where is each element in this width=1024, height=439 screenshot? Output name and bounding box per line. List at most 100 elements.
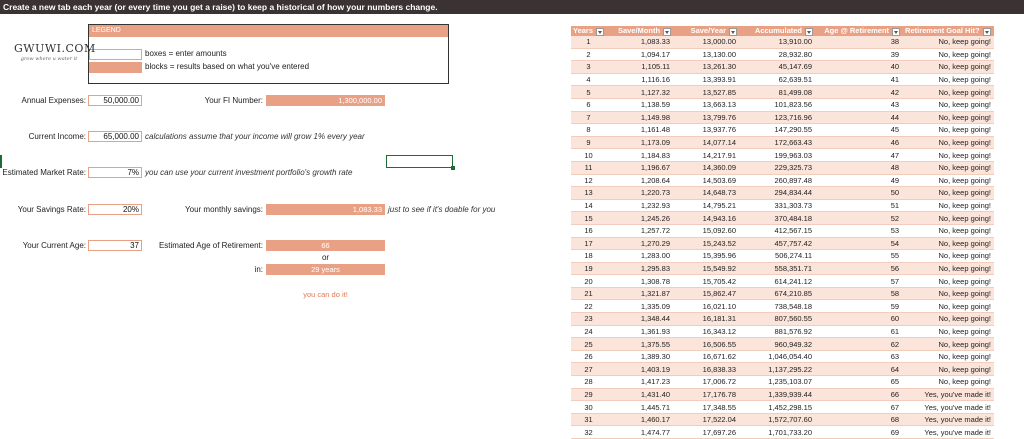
cell-year[interactable]: 13	[571, 186, 607, 200]
cell-save-year[interactable]: 16,021.10	[673, 299, 740, 314]
cell-save-year[interactable]: 14,077.14	[673, 136, 740, 150]
cell-save-year[interactable]: 13,261.30	[673, 60, 740, 74]
cell-accumulated[interactable]: 147,290.55	[739, 123, 816, 137]
cell-accumulated[interactable]: 199,963.03	[739, 148, 816, 162]
cell-goal-hit[interactable]: No, keep going!	[902, 299, 995, 314]
cell-age[interactable]: 54	[815, 237, 903, 251]
cell-save-year[interactable]: 14,648.73	[673, 186, 740, 200]
cell-accumulated[interactable]: 172,663.43	[739, 136, 816, 150]
cell-age[interactable]: 68	[815, 413, 903, 427]
cell-age[interactable]: 45	[815, 123, 903, 137]
cell-year[interactable]: 1	[571, 36, 607, 49]
cell-goal-hit[interactable]: No, keep going!	[902, 36, 995, 49]
cell-save-year[interactable]: 13,000.00	[673, 36, 740, 49]
cell-save-month[interactable]: 1,127.32	[606, 85, 674, 99]
cell-goal-hit[interactable]: No, keep going!	[902, 262, 995, 276]
cell-goal-hit[interactable]: No, keep going!	[902, 274, 995, 288]
cell-save-year[interactable]: 13,663.13	[673, 98, 740, 112]
cell-year[interactable]: 15	[571, 211, 607, 225]
cell-year[interactable]: 21	[571, 287, 607, 301]
cell-age[interactable]: 40	[815, 60, 903, 74]
cell-year[interactable]: 19	[571, 262, 607, 276]
cell-year[interactable]: 18	[571, 249, 607, 263]
cell-year[interactable]: 2	[571, 48, 607, 62]
cell-save-year[interactable]: 13,527.85	[673, 85, 740, 99]
cell-save-month[interactable]: 1,308.78	[606, 274, 674, 288]
cell-year[interactable]: 4	[571, 73, 607, 87]
cell-save-year[interactable]: 15,395.96	[673, 249, 740, 263]
savings-rate-input[interactable]: 20%	[88, 204, 142, 215]
cell-accumulated[interactable]: 960,949.32	[739, 337, 816, 351]
cell-save-year[interactable]: 15,549.92	[673, 262, 740, 276]
cell-age[interactable]: 44	[815, 111, 903, 125]
cell-year[interactable]: 27	[571, 362, 607, 377]
cell-age[interactable]: 56	[815, 262, 903, 276]
cell-goal-hit[interactable]: No, keep going!	[902, 85, 995, 99]
cell-goal-hit[interactable]: No, keep going!	[902, 199, 995, 213]
cell-year[interactable]: 24	[571, 325, 607, 339]
cell-save-year[interactable]: 15,705.42	[673, 274, 740, 288]
cell-goal-hit[interactable]: No, keep going!	[902, 337, 995, 351]
cell-year[interactable]: 25	[571, 337, 607, 351]
col-header-goal-hit[interactable]: Retirement Goal Hit?	[902, 26, 995, 36]
cell-goal-hit[interactable]: No, keep going!	[902, 111, 995, 125]
fill-handle[interactable]	[451, 166, 455, 170]
cell-accumulated[interactable]: 412,567.15	[739, 224, 816, 238]
cell-save-year[interactable]: 13,393.91	[673, 73, 740, 87]
cell-accumulated[interactable]: 558,351.71	[739, 262, 816, 276]
cell-save-month[interactable]: 1,270.29	[606, 237, 674, 251]
cell-year[interactable]: 5	[571, 85, 607, 99]
cell-save-month[interactable]: 1,375.55	[606, 337, 674, 351]
cell-goal-hit[interactable]: No, keep going!	[902, 237, 995, 251]
cell-accumulated[interactable]: 457,757.42	[739, 237, 816, 251]
cell-goal-hit[interactable]: No, keep going!	[902, 48, 995, 62]
cell-accumulated[interactable]: 229,325.73	[739, 161, 816, 175]
cell-year[interactable]: 12	[571, 174, 607, 188]
cell-accumulated[interactable]: 614,241.12	[739, 274, 816, 288]
cell-age[interactable]: 47	[815, 148, 903, 162]
cell-accumulated[interactable]: 1,452,298.15	[739, 400, 816, 414]
cell-goal-hit[interactable]: No, keep going!	[902, 211, 995, 225]
cell-save-year[interactable]: 16,838.33	[673, 362, 740, 377]
cell-goal-hit[interactable]: No, keep going!	[902, 136, 995, 150]
cell-goal-hit[interactable]: No, keep going!	[902, 174, 995, 188]
cell-accumulated[interactable]: 1,235,103.07	[739, 375, 816, 389]
filter-dropdown-icon[interactable]	[729, 27, 738, 36]
cell-age[interactable]: 65	[815, 375, 903, 389]
cell-year[interactable]: 11	[571, 161, 607, 175]
cell-age[interactable]: 60	[815, 312, 903, 326]
cell-age[interactable]: 53	[815, 224, 903, 238]
cell-save-month[interactable]: 1,116.16	[606, 73, 674, 87]
cell-save-month[interactable]: 1,173.09	[606, 136, 674, 150]
cell-year[interactable]: 29	[571, 388, 607, 402]
cell-goal-hit[interactable]: No, keep going!	[902, 312, 995, 326]
filter-dropdown-icon[interactable]	[663, 27, 672, 36]
cell-age[interactable]: 67	[815, 400, 903, 414]
cell-save-month[interactable]: 1,138.59	[606, 98, 674, 112]
cell-save-month[interactable]: 1,403.19	[606, 362, 674, 377]
cell-age[interactable]: 66	[815, 388, 903, 402]
cell-age[interactable]: 58	[815, 287, 903, 301]
cell-year[interactable]: 26	[571, 350, 607, 364]
cell-goal-hit[interactable]: No, keep going!	[902, 249, 995, 263]
cell-save-year[interactable]: 16,506.55	[673, 337, 740, 351]
cell-year[interactable]: 17	[571, 237, 607, 251]
filter-dropdown-icon[interactable]	[892, 27, 901, 36]
market-rate-input[interactable]: 7%	[88, 167, 142, 178]
cell-goal-hit[interactable]: Yes, you've made it!	[902, 388, 995, 402]
cell-accumulated[interactable]: 738,548.18	[739, 299, 816, 314]
cell-save-month[interactable]: 1,361.93	[606, 325, 674, 339]
current-age-input[interactable]: 37	[88, 240, 142, 251]
cell-save-month[interactable]: 1,474.77	[606, 425, 674, 439]
cell-save-year[interactable]: 15,862.47	[673, 287, 740, 301]
cell-save-year[interactable]: 13,799.76	[673, 111, 740, 125]
cell-age[interactable]: 62	[815, 337, 903, 351]
cell-age[interactable]: 51	[815, 199, 903, 213]
cell-goal-hit[interactable]: No, keep going!	[902, 362, 995, 377]
cell-age[interactable]: 38	[815, 36, 903, 49]
cell-goal-hit[interactable]: No, keep going!	[902, 60, 995, 74]
cell-goal-hit[interactable]: No, keep going!	[902, 186, 995, 200]
cell-age[interactable]: 42	[815, 85, 903, 99]
cell-goal-hit[interactable]: No, keep going!	[902, 73, 995, 87]
cell-save-month[interactable]: 1,389.30	[606, 350, 674, 364]
